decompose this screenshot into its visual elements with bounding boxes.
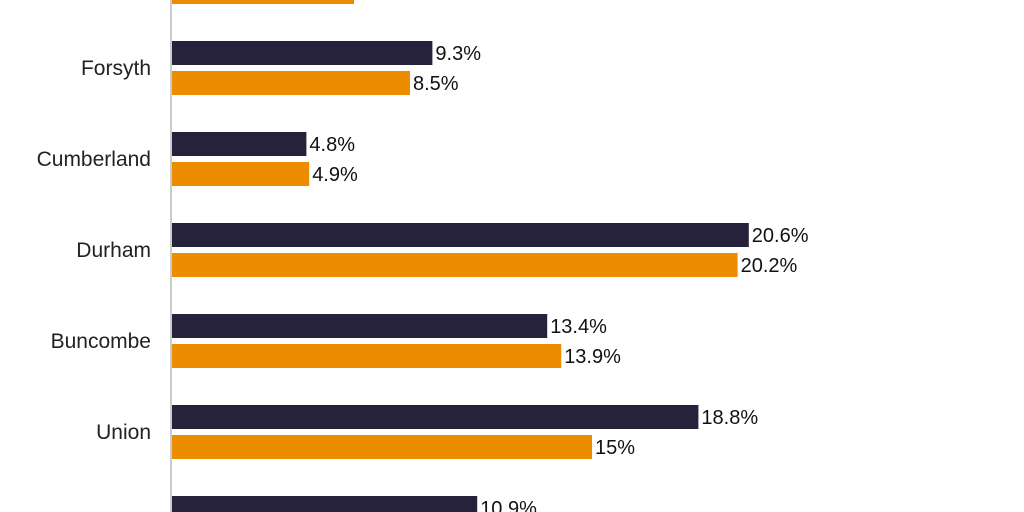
bar-series2-cumberland: [172, 162, 310, 186]
bar-series2-buncombe: [172, 344, 562, 368]
bar-series1-forsyth: [172, 41, 433, 65]
bar-series2-durham: [172, 253, 738, 277]
bars-group: [172, 0, 749, 512]
bar-series2-row0: [172, 0, 354, 4]
category-label-cumberland: Cumberland: [37, 148, 151, 171]
bar-series2-union: [172, 435, 592, 459]
category-label-forsyth: Forsyth: [81, 57, 151, 80]
category-label-buncombe: Buncombe: [51, 330, 151, 353]
labels-group: 6.5% Forsyth 9.3% 8.5% Cumberland 4.8% 4.9% Dur…: [37, 0, 809, 512]
value-label-series2-cumberland: 4.9%: [312, 164, 358, 186]
bar-series1-cumberland: [172, 132, 307, 156]
value-label-series2-row0: 6.5%: [357, 0, 403, 4]
value-label-series1-cumberland: 4.8%: [309, 134, 355, 156]
value-label-series1-buncombe: 13.4%: [550, 316, 607, 338]
bar-series1-union: [172, 405, 699, 429]
value-label-series2-forsyth: 8.5%: [413, 73, 459, 95]
category-label-union: Union: [96, 421, 151, 444]
value-label-series2-durham: 20.2%: [741, 255, 798, 277]
value-label-series1-row6: 10.9%: [480, 498, 537, 512]
value-label-series1-union: 18.8%: [701, 407, 758, 429]
bar-series1-durham: [172, 223, 749, 247]
bar-series1-row6: [172, 496, 478, 512]
bar-series1-buncombe: [172, 314, 548, 338]
value-label-series2-buncombe: 13.9%: [564, 346, 621, 368]
category-label-durham: Durham: [76, 239, 151, 262]
bar-series2-forsyth: [172, 71, 410, 95]
value-label-series1-forsyth: 9.3%: [435, 43, 481, 65]
value-label-series2-union: 15%: [595, 437, 635, 459]
value-label-series1-durham: 20.6%: [752, 225, 809, 247]
